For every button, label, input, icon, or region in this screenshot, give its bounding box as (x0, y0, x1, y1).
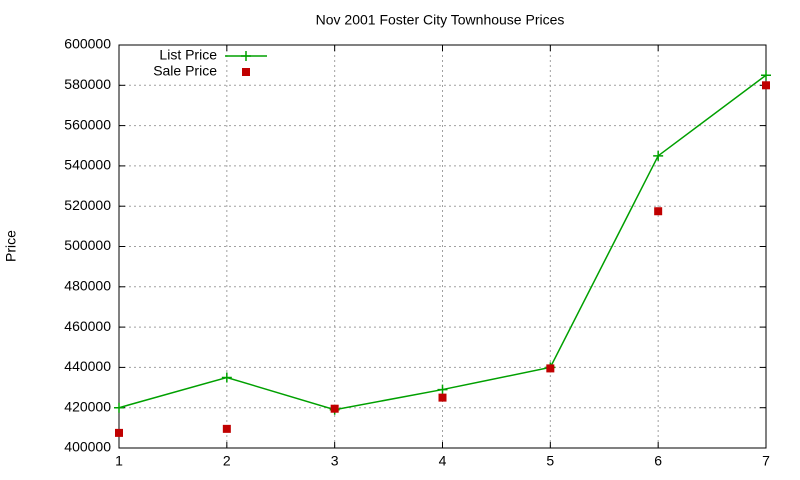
y-tick-label: 440000 (64, 358, 111, 374)
point-marker (438, 393, 447, 402)
point-marker (221, 372, 232, 383)
point-marker (437, 384, 448, 395)
x-tick-label: 2 (223, 453, 231, 469)
y-tick-label: 500000 (64, 237, 111, 253)
x-tick-label: 5 (546, 453, 554, 469)
y-tick-label: 480000 (64, 278, 111, 294)
y-tick-label: 540000 (64, 157, 111, 173)
y-tick-label: 420000 (64, 398, 111, 414)
y-tick-label: 560000 (64, 116, 111, 132)
x-tick-label: 4 (439, 453, 447, 469)
y-tick-label: 400000 (64, 439, 111, 455)
x-tick-label: 3 (331, 453, 339, 469)
x-tick-label: 7 (762, 453, 770, 469)
point-marker (330, 404, 339, 413)
y-tick-label: 520000 (64, 197, 111, 213)
point-marker (546, 364, 555, 373)
y-tick-label: 460000 (64, 318, 111, 334)
plot-frame (118, 44, 767, 449)
point-marker (654, 207, 663, 216)
point-marker (222, 424, 231, 433)
point-marker (114, 402, 124, 413)
legend-swatch (241, 51, 251, 61)
legend-label: Sale Price (153, 63, 217, 79)
x-tick-label: 6 (654, 453, 662, 469)
y-axis-label: Price (3, 230, 19, 262)
point-marker (762, 81, 770, 90)
legend-label: List Price (159, 47, 217, 63)
legend-swatch (242, 68, 250, 76)
y-tick-label: 580000 (64, 76, 111, 92)
chart-title: Nov 2001 Foster City Townhouse Prices (316, 12, 565, 28)
point-marker (761, 70, 771, 81)
point-marker (115, 428, 123, 437)
point-marker (653, 150, 664, 161)
y-tick-label: 600000 (64, 36, 111, 52)
x-tick-label: 1 (115, 453, 123, 469)
